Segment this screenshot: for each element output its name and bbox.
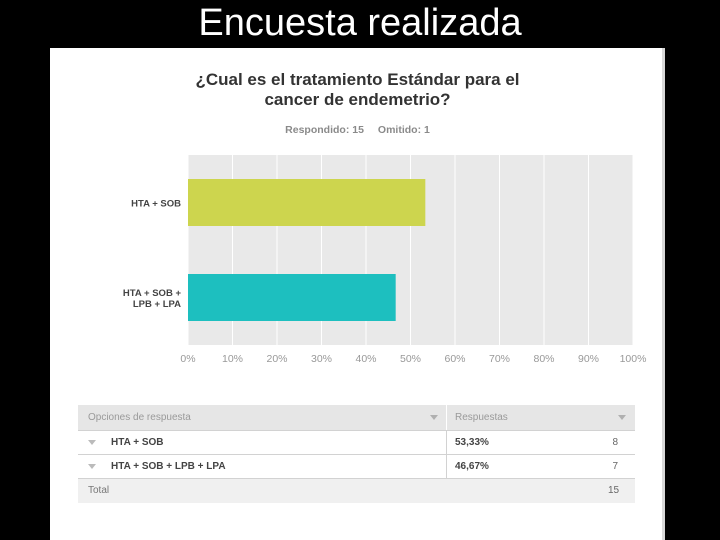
response-stats: Respondido: 15 Omitido: 1: [50, 124, 665, 136]
row-percent: 46,67%: [455, 461, 489, 472]
x-tick-label: 100%: [620, 353, 647, 365]
sort-responses-icon[interactable]: [618, 415, 626, 420]
question-line-1: ¿Cual es el tratamiento Estándar para el: [195, 70, 520, 89]
row-count: 8: [612, 437, 618, 448]
skipped-count: Omitido: 1: [377, 124, 430, 136]
table-row: HTA + SOB 53,33% 8: [78, 431, 635, 455]
row-count: 7: [612, 461, 618, 472]
category-label: HTA + SOB +: [123, 288, 182, 299]
x-tick-label: 50%: [400, 353, 421, 365]
survey-panel: ¿Cual es el tratamiento Estándar para el…: [50, 48, 665, 540]
table-row: HTA + SOB + LPB + LPA 46,67% 7: [78, 455, 635, 479]
total-count: 15: [608, 485, 620, 496]
bar-chart: 0% 10% 20% 30% 40% 50% 60% 70% 80% 90% 100% HTA + S…: [123, 155, 647, 365]
x-tick-label: 30%: [311, 353, 332, 365]
header-responses: Respuestas: [455, 412, 508, 423]
question-title: ¿Cual es el tratamiento Estándar para el…: [50, 70, 665, 110]
x-tick-label: 90%: [578, 353, 599, 365]
table-header-row: Opciones de respuesta Respuestas: [78, 405, 635, 431]
total-label: Total: [88, 485, 110, 496]
x-tick-label: 40%: [355, 353, 376, 365]
table-total-row: Total 15: [78, 479, 635, 503]
category-label: HTA + SOB: [131, 199, 181, 210]
answered-count: Respondido: 15: [285, 124, 364, 136]
header-options: Opciones de respuesta: [88, 412, 191, 423]
panel-scrollbar[interactable]: [662, 48, 665, 540]
row-label: HTA + SOB: [111, 437, 164, 448]
row-percent: 53,33%: [455, 437, 489, 448]
x-tick-label: 70%: [489, 353, 510, 365]
expand-row-icon[interactable]: [88, 440, 96, 445]
category-label: LPB + LPA: [133, 299, 181, 310]
question-line-2: cancer de endemetrio?: [264, 90, 451, 109]
x-tick-label: 20%: [266, 353, 287, 365]
sort-options-icon[interactable]: [430, 415, 438, 420]
slide-title: Encuesta realizada: [198, 2, 522, 44]
x-tick-label: 60%: [444, 353, 465, 365]
expand-row-icon[interactable]: [88, 464, 96, 469]
responses-table: Opciones de respuesta Respuestas HTA + S…: [78, 405, 635, 503]
x-tick-label: 80%: [533, 353, 554, 365]
row-label: HTA + SOB + LPB + LPA: [111, 461, 226, 472]
x-tick-label: 10%: [222, 353, 243, 365]
x-tick-label: 0%: [180, 353, 195, 365]
bar-2: [188, 274, 396, 321]
bar-1: [188, 179, 426, 226]
